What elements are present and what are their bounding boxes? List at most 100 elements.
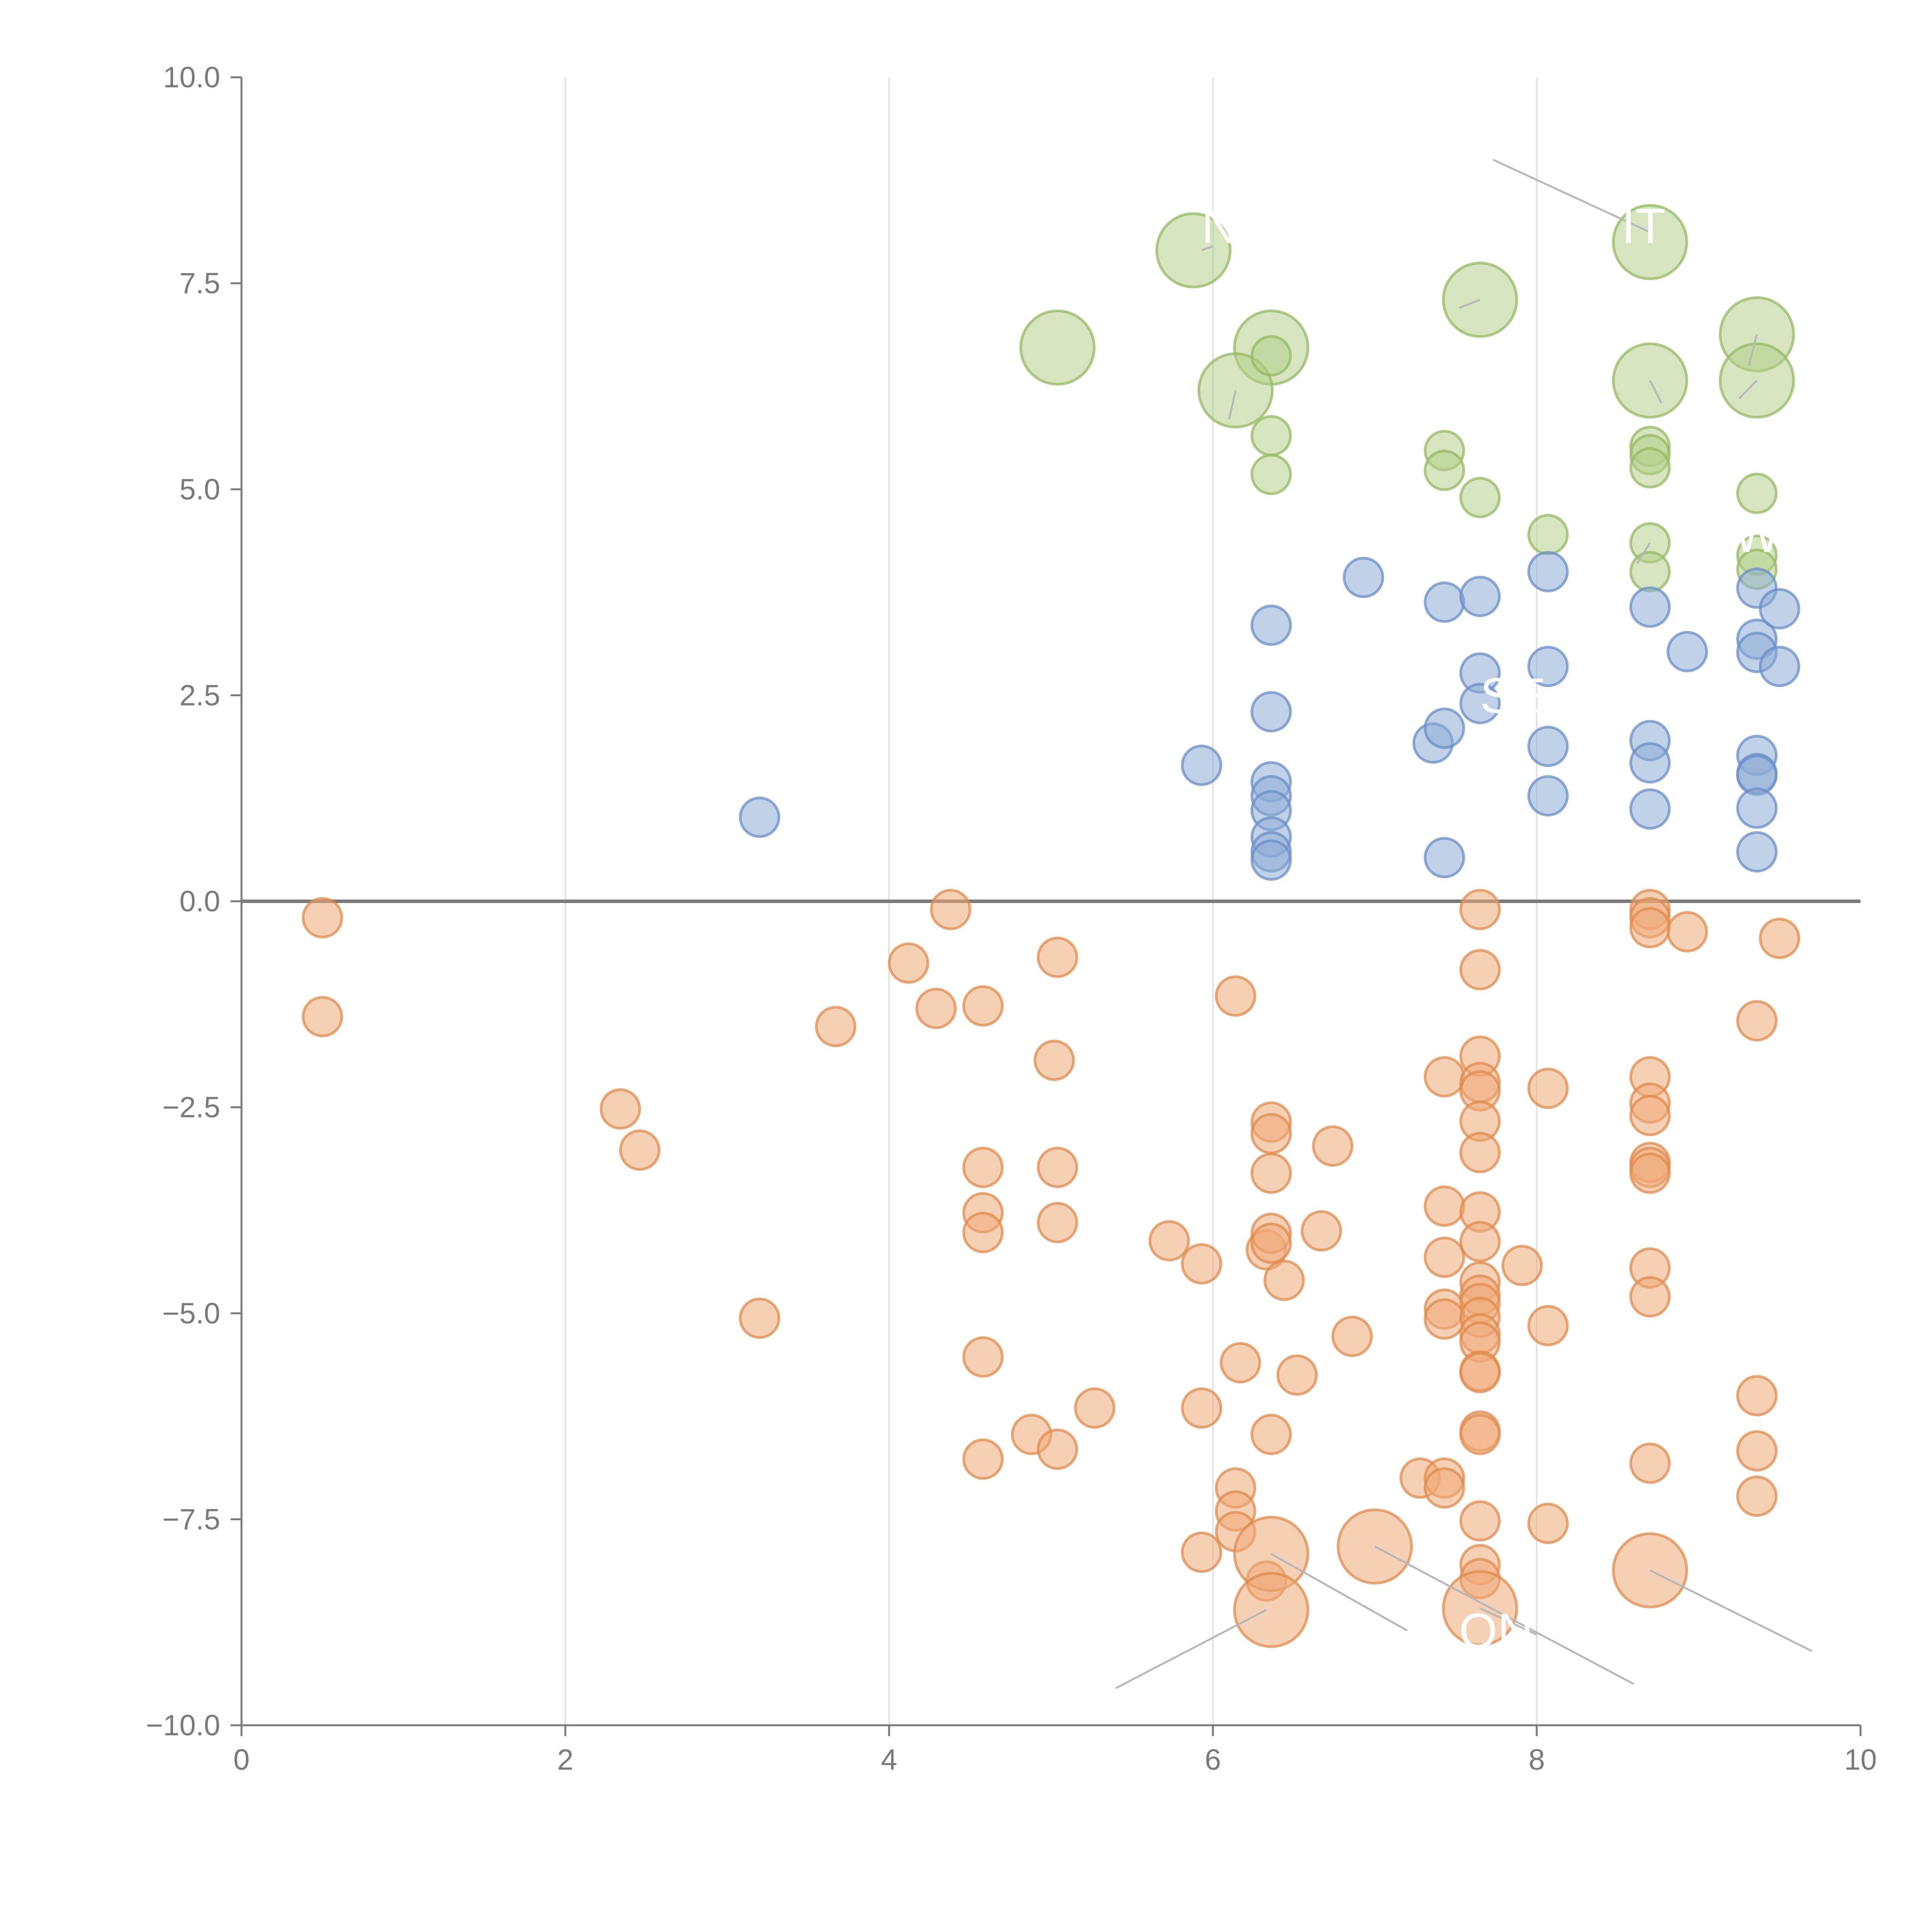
orange-point (1263, 1259, 1305, 1301)
annotation-leader-line (1201, 245, 1213, 252)
annotation-label: SE (1480, 668, 1546, 723)
x-tick-label: 2 (557, 1743, 573, 1776)
orange-point (1459, 1500, 1501, 1542)
green-point (1019, 309, 1096, 386)
green-point (1155, 212, 1232, 289)
y-tick-label: −7.5 (162, 1503, 220, 1536)
orange-point (1736, 1475, 1778, 1517)
blue-point (1759, 646, 1800, 687)
x-tick-label: 8 (1529, 1743, 1545, 1776)
orange-point (599, 1088, 641, 1130)
orange-point (1423, 1236, 1465, 1278)
blue-point (1423, 581, 1465, 623)
orange-point (1527, 1503, 1569, 1544)
annotation-leader-line (1374, 1546, 1634, 1685)
orange-point (1331, 1315, 1373, 1357)
annotation-label: ON (1459, 1604, 1533, 1659)
orange-point (302, 897, 343, 939)
orange-point (1629, 1442, 1671, 1484)
orange-point (1629, 1276, 1671, 1318)
orange-point (1250, 1152, 1292, 1194)
annotation-leader-line (1458, 299, 1481, 309)
orange-point (1215, 975, 1257, 1017)
orange-point (1276, 1354, 1318, 1396)
annotation-leader-line (1650, 1569, 1813, 1652)
orange-point (1459, 949, 1501, 990)
orange-point (1250, 1413, 1292, 1455)
y-tick-label: 10.0 (163, 61, 220, 94)
annotation-label: IT (1622, 199, 1666, 254)
y-tick-label: 0.0 (179, 885, 220, 918)
blue-point (1527, 726, 1569, 767)
orange-point (1501, 1245, 1543, 1286)
blue-point (1759, 588, 1800, 629)
orange-point (302, 996, 343, 1037)
green-point (1629, 551, 1671, 592)
blue-point (1181, 745, 1223, 786)
orange-point (930, 889, 971, 930)
annotations: NA IT W SE ON O (1202, 199, 1781, 1659)
orange-point (1037, 1202, 1078, 1243)
orange-point (962, 1212, 1004, 1253)
annotation-leader-line (1270, 1553, 1408, 1631)
orange-point (1459, 889, 1501, 930)
orange-point (962, 1438, 1004, 1480)
annotation-leader-line (1738, 380, 1758, 400)
orange-point (915, 988, 957, 1029)
annotation-leader-line (1649, 380, 1662, 403)
orange-point (1301, 1210, 1342, 1252)
annotation-label: W (1733, 508, 1780, 563)
orange-point (1736, 1375, 1778, 1417)
orange-point (739, 1298, 781, 1339)
blue-point (1250, 604, 1292, 646)
blue-point (1629, 586, 1671, 628)
green-point (1459, 477, 1501, 519)
orange-point (1423, 1056, 1465, 1098)
green-point (1736, 473, 1778, 514)
orange-point (962, 1146, 1004, 1188)
orange-point (888, 942, 929, 984)
orange-point (1312, 1125, 1354, 1167)
y-tick-label: −10.0 (146, 1709, 220, 1742)
orange-point (1233, 1571, 1310, 1648)
annotation-leader-line (1480, 1607, 1537, 1636)
orange-point (1459, 1132, 1501, 1173)
blue-point (1667, 631, 1708, 672)
y-tick-label: 7.5 (179, 267, 220, 300)
y-tick-label: 5.0 (179, 473, 220, 506)
x-tick-label: 4 (881, 1743, 897, 1776)
orange-point (1629, 1152, 1671, 1194)
annotation-leader-line (1492, 158, 1651, 233)
annotation-label: O (1666, 1595, 1705, 1650)
blue-point (1736, 787, 1778, 829)
x-tick-label: 6 (1205, 1743, 1221, 1776)
y-tick-label: −5.0 (162, 1297, 220, 1330)
y-tick-label: −2.5 (162, 1091, 220, 1124)
blue-point (1459, 683, 1501, 724)
blue-point (1250, 691, 1292, 733)
orange-point (962, 985, 1004, 1027)
annotation-leader-line (1636, 542, 1651, 564)
orange-point (1736, 1430, 1778, 1472)
annotation-leader-line (1115, 1609, 1267, 1689)
orange-point (1629, 907, 1671, 949)
orange-point (1459, 1221, 1501, 1262)
green-point (1423, 449, 1465, 491)
blue-point (1736, 831, 1778, 873)
orange-point (1629, 1095, 1671, 1136)
orange-point (1037, 937, 1078, 978)
orange-point (1181, 1387, 1223, 1429)
data-points (302, 204, 1800, 1648)
blue-point (1343, 556, 1384, 598)
annotation-leader-line (1228, 390, 1237, 420)
orange-point (1459, 1352, 1501, 1393)
annotation-leader-line (1748, 334, 1758, 366)
blue-point (1629, 742, 1671, 784)
orange-point (1033, 1039, 1075, 1081)
green-point (1527, 514, 1569, 556)
orange-point (1181, 1243, 1223, 1285)
blue-point (1459, 575, 1501, 617)
blue-point (1423, 837, 1465, 878)
